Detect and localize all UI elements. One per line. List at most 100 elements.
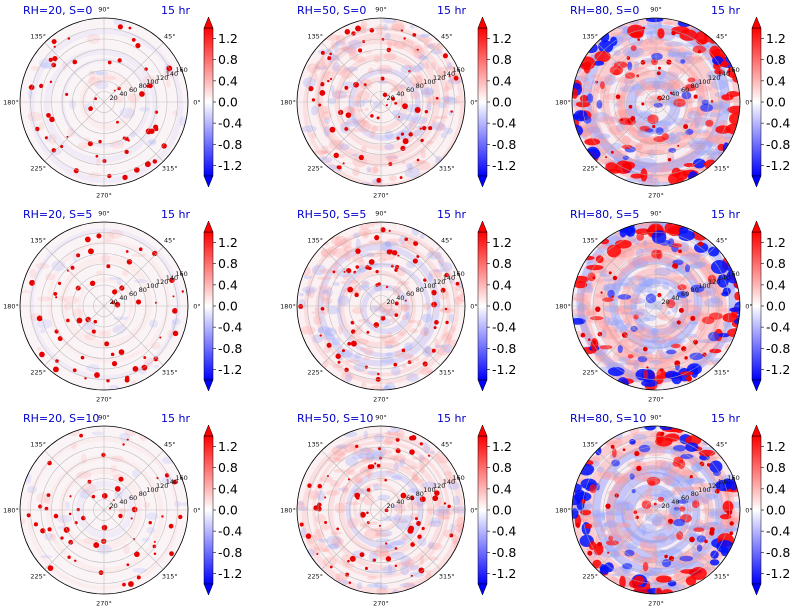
field-patch: [653, 120, 672, 127]
field-patch: [456, 293, 465, 303]
convective-cell: [364, 566, 368, 570]
colorbar-extend-max: [203, 424, 214, 437]
polar-panel: 90°45°0°315°270°225°180°135°204060801001…: [3, 412, 242, 608]
angular-tick-label: 90°: [98, 414, 110, 422]
field-patch: [694, 150, 717, 156]
angular-tick-label: 90°: [375, 6, 387, 14]
field-patch: [654, 324, 672, 331]
radial-tick-label: 20: [110, 94, 118, 102]
field-band: [621, 484, 681, 544]
angular-tick-label: 90°: [650, 414, 662, 422]
field-patch: [619, 36, 631, 47]
field-patch: [344, 120, 358, 125]
field-patch: [634, 121, 646, 127]
colorbar-tick-label: 0.8: [766, 460, 786, 475]
radial-tick-label: 160: [175, 66, 187, 74]
colorbar-extend-min: [751, 583, 762, 596]
field-patch: [330, 85, 335, 94]
field-patch: [631, 67, 651, 77]
field-patch: [411, 478, 425, 484]
field-patch: [335, 577, 340, 582]
colorbar: 1.20.80.40.0-0.4-0.8-1.2: [751, 424, 790, 596]
angular-tick-label: 180°: [555, 99, 571, 107]
field-patch: [384, 52, 397, 61]
angular-gridline: [44, 305, 105, 366]
field-patch: [614, 148, 623, 155]
field-patch: [320, 523, 330, 531]
field-patch: [631, 83, 646, 90]
field-strong-cell: [693, 527, 705, 533]
field-patch: [620, 298, 642, 306]
field-strong-cell: [598, 40, 614, 53]
field-band: [619, 267, 695, 343]
field-patch: [355, 94, 361, 106]
polar-panel: 90°45°0°315°270°225°180°135°204060801001…: [280, 4, 516, 200]
field-patch: [71, 308, 84, 318]
field-patch: [611, 472, 629, 483]
radial-tick-label: 140: [166, 274, 178, 282]
field-patch: [172, 110, 179, 116]
field-patch: [327, 97, 337, 105]
field-patch: [672, 486, 681, 496]
field-patch: [36, 492, 49, 504]
field-patch: [654, 361, 672, 372]
field-patch: [424, 60, 430, 70]
angular-tick-label: 90°: [98, 6, 110, 14]
angular-tick-label: 225°: [582, 368, 598, 376]
field-patch: [600, 524, 607, 532]
convective-cell: [152, 159, 158, 164]
field-strong-cell: [584, 138, 601, 146]
field-patch: [378, 306, 386, 313]
field-patch: [20, 517, 26, 526]
field-patch: [637, 506, 653, 514]
field-patch: [406, 240, 413, 245]
convective-cell: [118, 476, 124, 482]
field-patch: [410, 91, 421, 100]
field-patch: [314, 65, 328, 70]
field-patch: [661, 281, 670, 290]
field-strong-cell: [648, 480, 656, 486]
field-patch: [36, 319, 53, 329]
field-patch: [305, 288, 312, 297]
field-strong-cell: [629, 438, 636, 445]
convective-cell: [612, 275, 618, 281]
field-patch: [600, 526, 607, 534]
convective-cell: [169, 551, 174, 557]
convective-cell: [136, 575, 141, 580]
field-patch: [385, 431, 396, 435]
field-patch: [322, 304, 329, 316]
field-patch: [363, 528, 379, 540]
field-patch: [386, 154, 398, 163]
field-patch: [358, 264, 367, 273]
field-patch: [396, 281, 410, 286]
field-patch: [638, 277, 647, 288]
field-patch: [626, 460, 647, 469]
field-patch: [64, 302, 73, 311]
radial-tick-label: 60: [129, 494, 137, 502]
colorbar-bar: [751, 231, 762, 381]
colorbar-tick-label: -1.2: [218, 566, 242, 581]
field-patch: [729, 97, 740, 102]
radial-tick-label: 160: [452, 270, 464, 278]
field-patch: [353, 55, 366, 63]
convective-cell: [36, 315, 43, 322]
convective-cell: [60, 536, 64, 540]
polar-panel: 90°45°0°315°270°225°180°135°204060801001…: [555, 4, 790, 200]
convective-cell: [102, 159, 107, 163]
field-patch: [692, 358, 699, 365]
field-strong-cell: [727, 105, 740, 114]
colorbar-bar: [477, 231, 488, 381]
field-patch: [674, 301, 679, 310]
field-patch: [376, 24, 384, 36]
field-patch: [438, 256, 445, 267]
radial-tick-label: 40: [671, 294, 679, 302]
field-patch: [351, 153, 360, 157]
panel-time: 15 hr: [161, 412, 190, 425]
field-patch: [361, 381, 367, 390]
radial-tick-label: 40: [671, 90, 679, 98]
colorbar: 1.20.80.40.0-0.4-0.8-1.2: [477, 16, 516, 188]
field-patch: [652, 80, 661, 91]
field-patch: [353, 362, 368, 372]
field-patch: [707, 140, 713, 151]
field-strong-cell: [592, 559, 602, 569]
